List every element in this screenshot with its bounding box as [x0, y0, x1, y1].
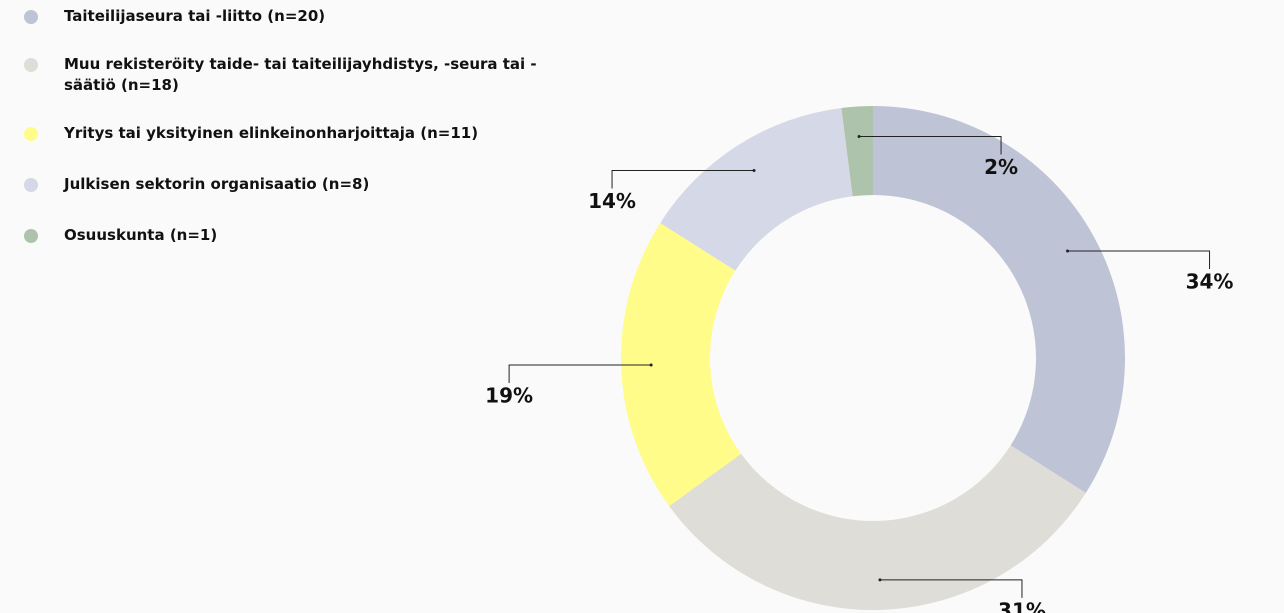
leader-dot [857, 134, 861, 138]
legend-item: Osuuskunta (n=1) [24, 225, 584, 246]
donut-slice [841, 106, 873, 197]
leader-dot [752, 169, 756, 173]
leader-dot [878, 578, 882, 582]
legend-swatch [24, 178, 38, 192]
leader-line [859, 135, 1002, 155]
leader-dot [1066, 249, 1070, 253]
leader-line [508, 364, 652, 383]
leader-dot [649, 363, 653, 367]
donut-slice [660, 107, 853, 271]
leader-line [879, 579, 1023, 598]
legend-item: Yritys tai yksityinen elinkeinonharjoitt… [24, 123, 584, 144]
leader-line [611, 170, 755, 189]
legend-label: Muu rekisteröity taide- tai taiteilijayh… [64, 55, 537, 94]
legend-swatch [24, 58, 38, 72]
legend-label: Taiteilijaseura tai -liitto (n=20) [64, 7, 326, 25]
donut-slice [669, 445, 1086, 610]
legend-swatch [24, 127, 38, 141]
legend: Taiteilijaseura tai -liitto (n=20) Muu re… [24, 6, 584, 246]
data-label: 19% [485, 383, 533, 407]
data-label: 2% [984, 155, 1018, 179]
data-label: 14% [588, 189, 636, 213]
data-label: 31% [998, 598, 1046, 613]
legend-item: Taiteilijaseura tai -liitto (n=20) [24, 6, 584, 27]
legend-label: Julkisen sektorin organisaatio (n=8) [64, 175, 370, 193]
legend-label: Yritys tai yksityinen elinkeinonharjoitt… [64, 124, 479, 142]
legend-item: Julkisen sektorin organisaatio (n=8) [24, 174, 584, 195]
leader-line [1067, 250, 1211, 270]
data-label: 34% [1186, 270, 1234, 294]
legend-swatch [24, 10, 38, 24]
donut-slice [873, 106, 1125, 494]
donut-slice [620, 222, 742, 507]
legend-swatch [24, 229, 38, 243]
legend-item: Muu rekisteröity taide- tai taiteilijayh… [24, 54, 584, 96]
legend-label: Osuuskunta (n=1) [64, 226, 218, 244]
